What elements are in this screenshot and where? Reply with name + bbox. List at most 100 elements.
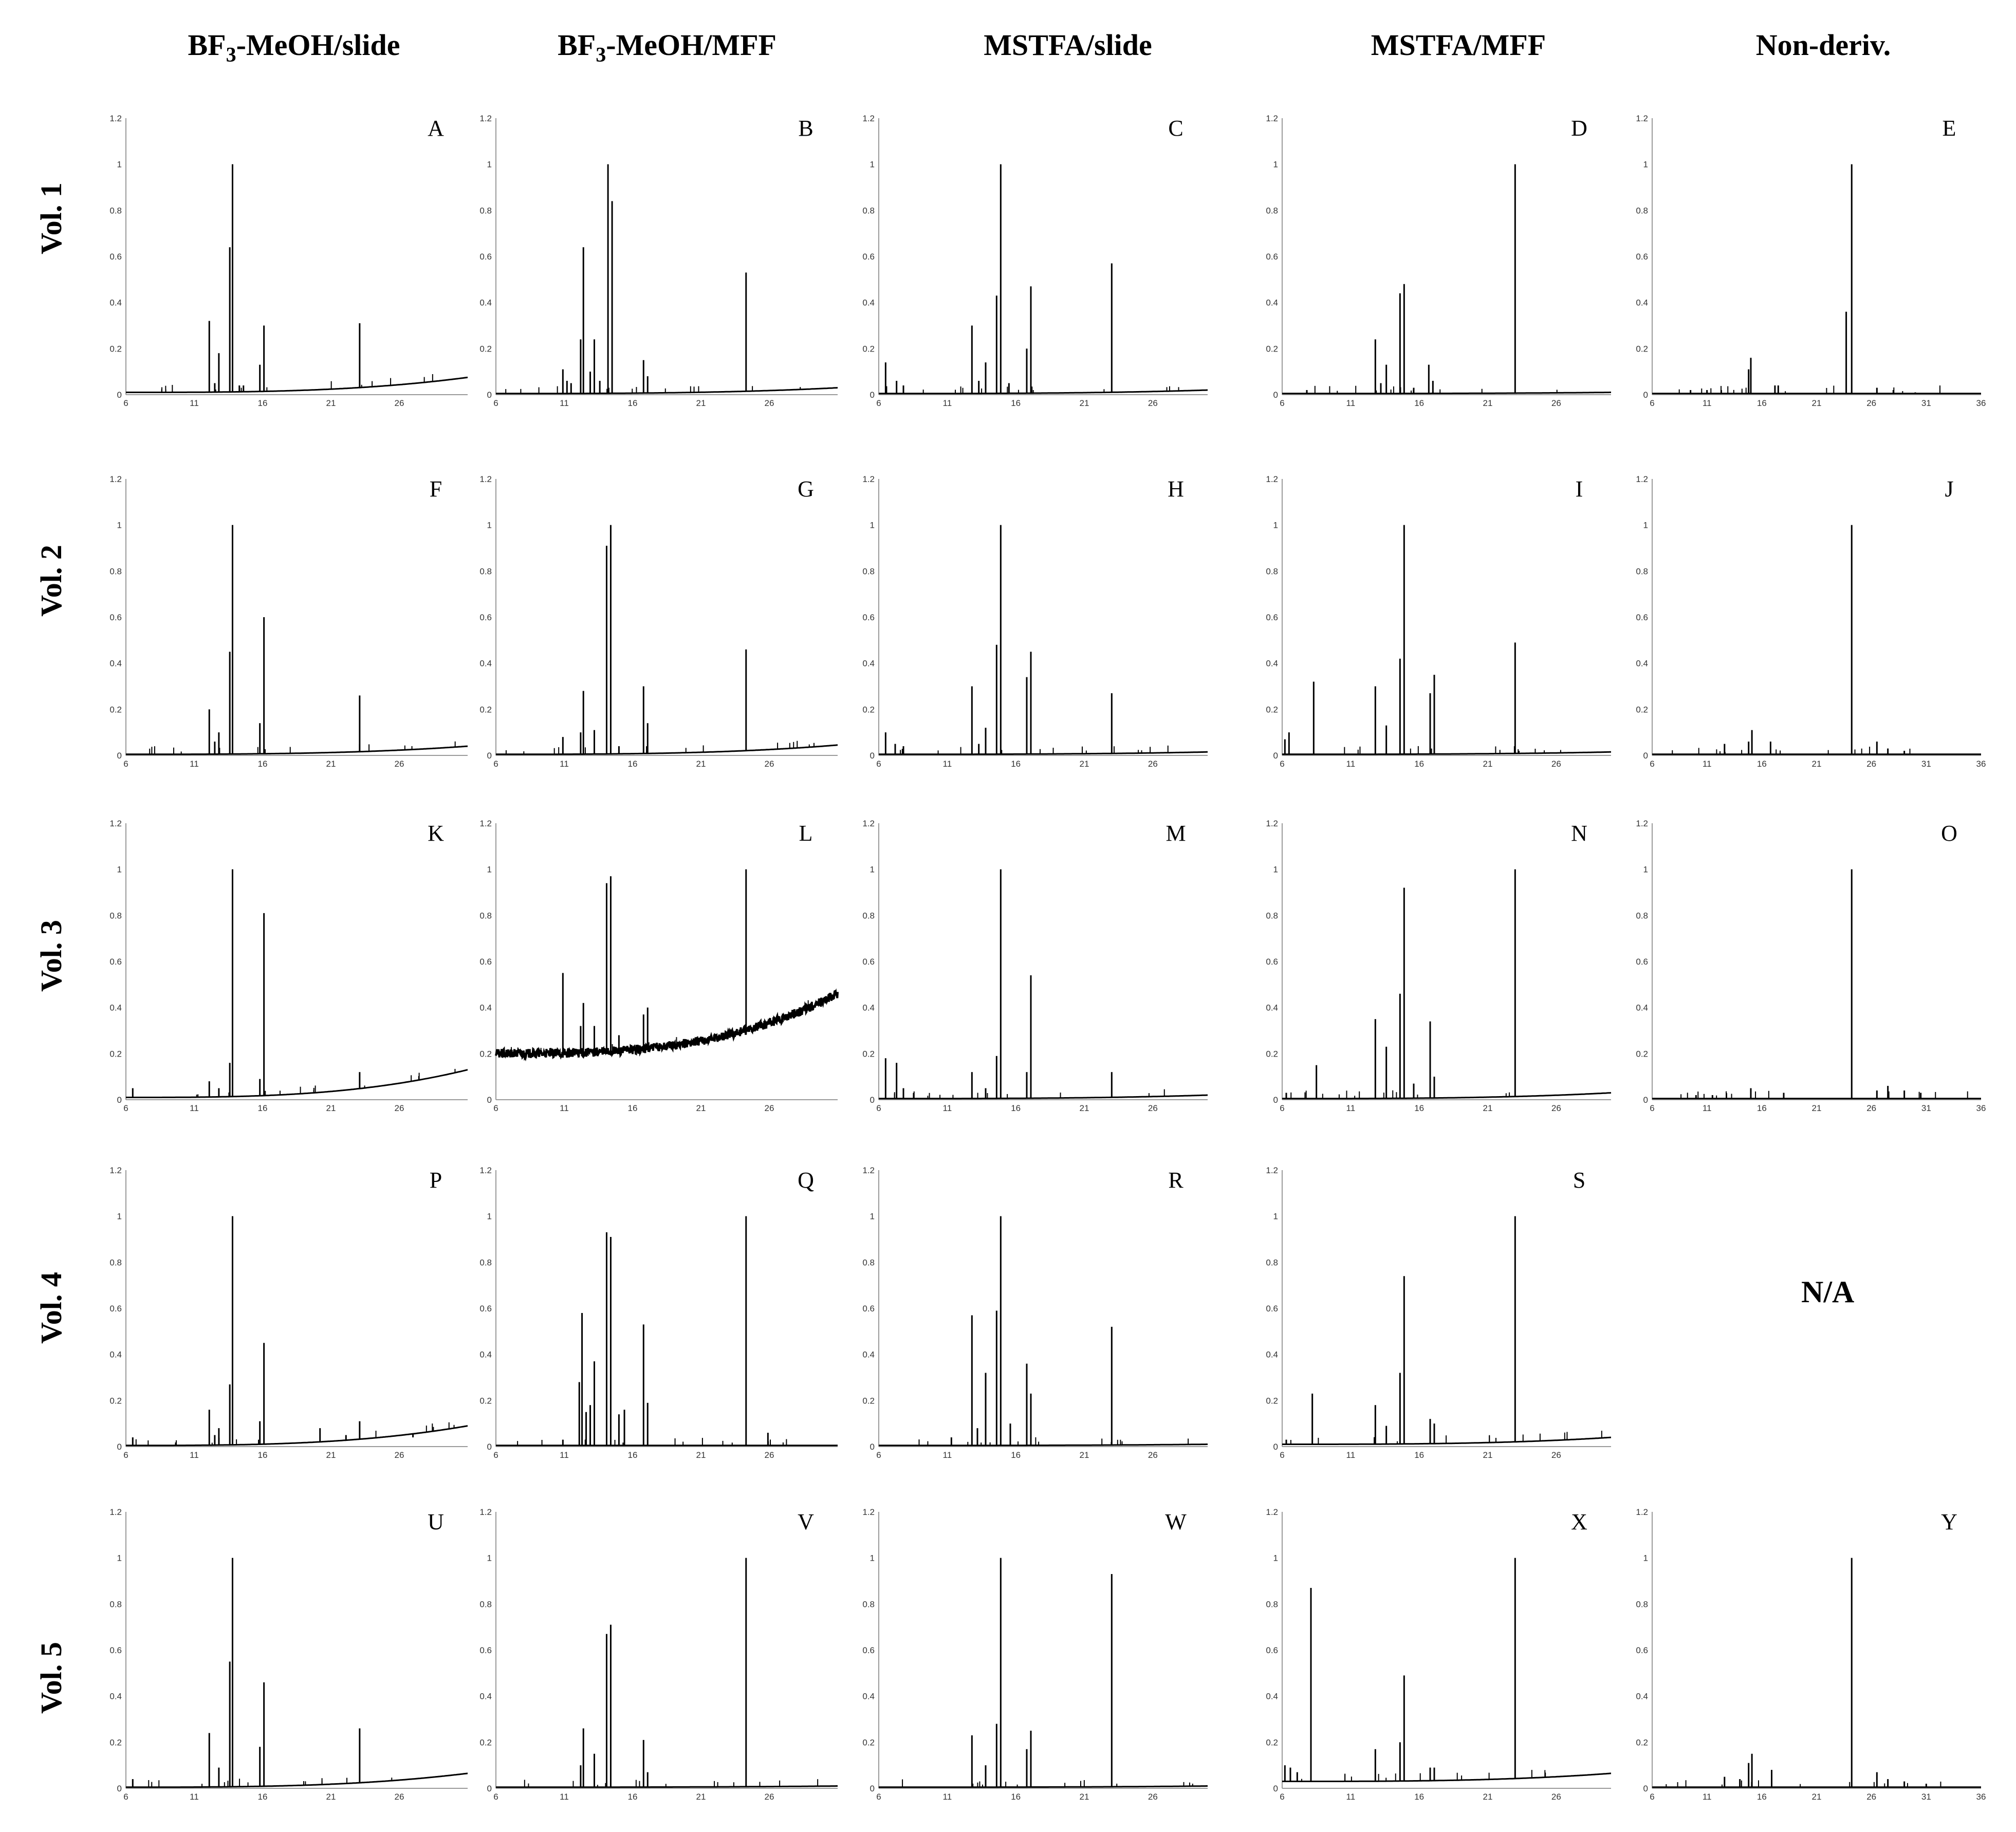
y-tick-label: 0.2 xyxy=(862,1049,875,1059)
x-tick-label: 11 xyxy=(1703,1792,1712,1802)
x-tick-label: 26 xyxy=(765,1450,774,1460)
baseline-trace xyxy=(496,1785,838,1788)
x-tick-label: 21 xyxy=(1812,1103,1822,1113)
y-tick-label: 1 xyxy=(870,865,875,875)
panel-letter: W xyxy=(1165,1509,1187,1534)
x-tick-label: 6 xyxy=(123,1103,128,1113)
x-tick-label: 6 xyxy=(1650,1792,1654,1802)
y-tick-label: 0 xyxy=(117,751,122,761)
y-tick-label: 0.8 xyxy=(862,1257,875,1267)
y-tick-label: 0.2 xyxy=(1636,344,1648,354)
x-tick-label: 21 xyxy=(696,1450,706,1460)
chromatogram-svg: 0 0.2 0.4 0.6 0.8 1 1.2 6 11 16 21 26 W xyxy=(862,1507,1208,1802)
y-tick-label: 1.2 xyxy=(479,1507,492,1517)
y-tick-label: 0.6 xyxy=(109,957,122,967)
y-tick-label: 0.2 xyxy=(479,344,492,354)
panel-letter: A xyxy=(428,116,444,141)
chromatogram-svg: 0 0.2 0.4 0.6 0.8 1 1.2 6 11 16 21 26 G xyxy=(479,474,838,769)
x-tick-label: 16 xyxy=(1757,398,1767,408)
y-tick-label: 1.2 xyxy=(862,474,875,484)
x-tick-label: 6 xyxy=(876,1450,881,1460)
x-tick-label: 31 xyxy=(1921,1792,1931,1802)
column-title: BF3-MeOH/MFF xyxy=(558,28,776,66)
y-tick-label: 0.6 xyxy=(479,957,492,967)
chromatogram-panel-c: 0 0.2 0.4 0.6 0.8 1 1.2 6 11 16 21 26 C xyxy=(848,112,1218,425)
y-tick-label: 0.2 xyxy=(479,1737,492,1747)
x-tick-label: 6 xyxy=(493,759,498,769)
chromatogram-svg: 0 0.2 0.4 0.6 0.8 1 1.2 6 11 16 21 26 L xyxy=(479,819,839,1113)
y-tick-label: 0.6 xyxy=(1266,252,1278,262)
y-tick-label: 0.2 xyxy=(479,705,492,714)
y-tick-label: 0.4 xyxy=(1266,1003,1278,1013)
y-tick-label: 1 xyxy=(870,160,875,170)
x-tick-label: 16 xyxy=(628,1450,638,1460)
panel-letter: H xyxy=(1168,476,1184,502)
y-tick-label: 1.2 xyxy=(479,114,492,123)
y-tick-label: 0.8 xyxy=(1636,911,1648,920)
y-tick-label: 1.2 xyxy=(862,114,875,123)
column-title: MSTFA/slide xyxy=(984,28,1152,62)
y-tick-label: 0.6 xyxy=(479,1645,492,1655)
x-tick-label: 16 xyxy=(1414,1450,1424,1460)
x-tick-label: 16 xyxy=(1011,1103,1021,1113)
row-title: Vol. 1 xyxy=(34,182,68,254)
x-tick-label: 26 xyxy=(1551,1103,1561,1113)
x-tick-label: 6 xyxy=(876,398,881,408)
y-tick-label: 0.6 xyxy=(479,252,492,262)
y-tick-label: 0.4 xyxy=(862,1350,875,1360)
y-tick-label: 0 xyxy=(117,1784,122,1793)
chromatogram-panel-v: 0 0.2 0.4 0.6 0.8 1 1.2 6 11 16 21 26 V xyxy=(465,1506,848,1819)
y-tick-label: 0.2 xyxy=(109,1396,122,1405)
y-tick-label: 1 xyxy=(487,1553,492,1563)
y-tick-label: 0.6 xyxy=(109,1304,122,1313)
baseline-trace xyxy=(126,745,468,755)
y-tick-label: 0.6 xyxy=(1266,1645,1278,1655)
x-tick-label: 21 xyxy=(326,1450,336,1460)
x-tick-label: 26 xyxy=(1551,1792,1561,1802)
x-tick-label: 6 xyxy=(1280,398,1284,408)
x-tick-label: 6 xyxy=(493,1450,498,1460)
y-tick-label: 0.8 xyxy=(862,1599,875,1609)
column-title: Non-deriv. xyxy=(1755,28,1891,62)
x-tick-label: 21 xyxy=(1080,1103,1089,1113)
x-tick-label: 6 xyxy=(1650,398,1654,408)
x-tick-label: 26 xyxy=(765,1103,774,1113)
baseline-trace xyxy=(495,988,839,1062)
panel-letter: V xyxy=(798,1509,814,1534)
chromatogram-svg: 0 0.2 0.4 0.6 0.8 1 1.2 6 11 16 21 26 I xyxy=(1266,474,1611,769)
chromatogram-svg: 0 0.2 0.4 0.6 0.8 1 1.2 6 11 16 21 26 U xyxy=(109,1507,468,1802)
y-tick-label: 0.8 xyxy=(1266,911,1278,920)
x-tick-label: 21 xyxy=(1812,1792,1822,1802)
x-tick-label: 21 xyxy=(1812,759,1822,769)
x-tick-label: 16 xyxy=(258,1450,268,1460)
x-tick-label: 21 xyxy=(1812,398,1822,408)
panel-letter: F xyxy=(430,476,442,502)
baseline-trace xyxy=(1282,751,1611,755)
y-tick-label: 0 xyxy=(117,1442,122,1452)
y-tick-label: 0.6 xyxy=(862,1304,875,1313)
x-tick-label: 16 xyxy=(1011,1450,1021,1460)
x-tick-label: 16 xyxy=(628,1792,638,1802)
chromatogram-svg: 0 0.2 0.4 0.6 0.8 1 1.2 6 11 16 21 26 C xyxy=(862,114,1208,408)
x-tick-label: 6 xyxy=(123,759,128,769)
y-tick-label: 0 xyxy=(117,390,122,400)
chromatogram-panel-d: 0 0.2 0.4 0.6 0.8 1 1.2 6 11 16 21 26 D xyxy=(1251,112,1621,425)
y-tick-label: 0.8 xyxy=(479,1599,492,1609)
x-tick-label: 11 xyxy=(190,1450,199,1460)
chromatogram-svg: 0 0.2 0.4 0.6 0.8 1 1.2 6 11 16 21 26 H xyxy=(862,474,1208,769)
baseline-trace xyxy=(879,1785,1208,1788)
x-tick-label: 21 xyxy=(1483,1450,1493,1460)
y-tick-label: 0.4 xyxy=(479,298,492,308)
x-tick-label: 21 xyxy=(1483,1103,1493,1113)
chromatogram-svg: 0 0.2 0.4 0.6 0.8 1 1.2 6 11 16 21 26 K xyxy=(109,819,468,1113)
x-tick-label: 11 xyxy=(190,759,199,769)
y-tick-label: 0.8 xyxy=(1266,566,1278,576)
y-tick-label: 1 xyxy=(1273,1212,1278,1222)
y-tick-label: 1 xyxy=(1643,521,1648,530)
x-tick-label: 11 xyxy=(1346,1450,1356,1460)
y-tick-label: 0.6 xyxy=(1266,1304,1278,1313)
x-tick-label: 6 xyxy=(493,1792,498,1802)
y-tick-label: 0.4 xyxy=(109,659,122,669)
x-tick-label: 11 xyxy=(1703,759,1712,769)
panel-letter: M xyxy=(1166,821,1186,846)
